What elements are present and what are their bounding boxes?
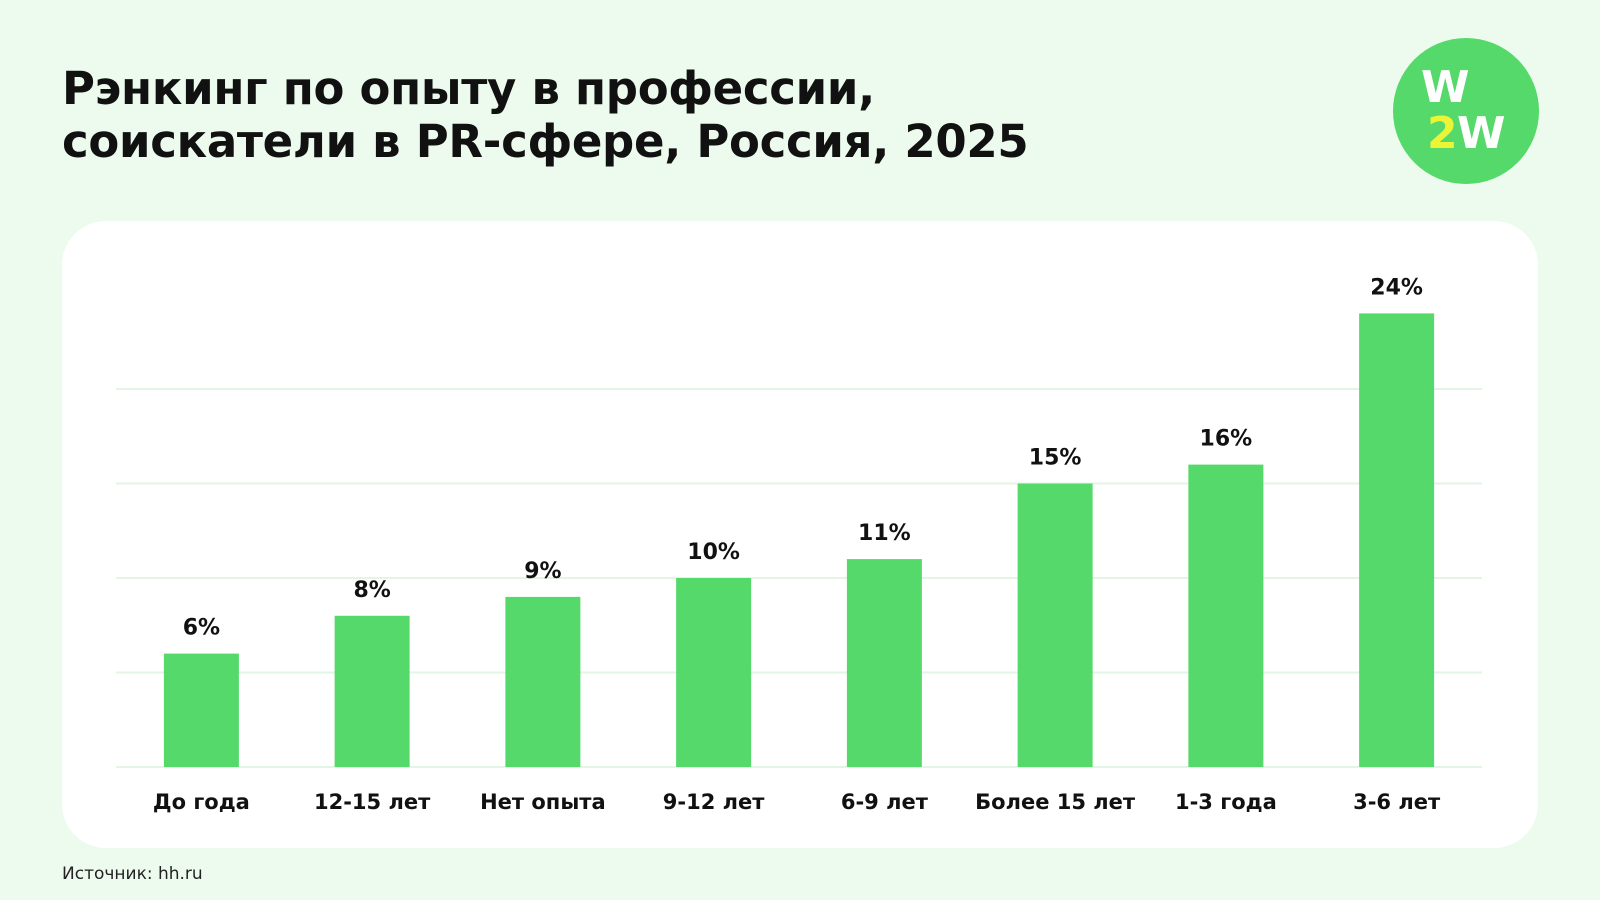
chart-title: Рэнкинг по опыту в профессии, соискатели… [62, 62, 1262, 168]
bars [163, 313, 1435, 767]
category-label-5: Более 15 лет [975, 790, 1136, 814]
value-label-6: 16% [1200, 427, 1253, 452]
value-label-1: 8% [353, 578, 390, 603]
data-labels: 6% 8% 9% 10% 11% 15% 16% 24% [183, 275, 1423, 640]
category-label-4: 6-9 лет [841, 790, 929, 814]
bar-6 [1188, 464, 1264, 767]
category-label-2: Нет опыта [480, 790, 606, 814]
bar-1 [334, 615, 410, 767]
value-label-2: 9% [524, 559, 561, 584]
logo-letter-w-top: W [1421, 62, 1470, 113]
logo-letter-w-bottom: W [1457, 108, 1506, 159]
value-label-5: 15% [1029, 446, 1082, 471]
value-label-3: 10% [687, 540, 740, 565]
gridlines [116, 388, 1482, 768]
bar-3 [676, 578, 752, 767]
category-label-7: 3-6 лет [1353, 790, 1441, 814]
bar-7 [1359, 313, 1435, 767]
category-labels: До года 12-15 лет Нет опыта 9-12 лет 6-9 лет… [153, 790, 1441, 814]
title-line-2: соискатели в PR-сфере, Россия, 2025 [62, 115, 1029, 168]
title-line-1: Рэнкинг по опыту в профессии, [62, 62, 875, 115]
category-label-1: 12-15 лет [314, 790, 431, 814]
bar-4 [846, 559, 922, 767]
source-note: Источник: hh.ru [62, 864, 203, 884]
category-label-0: До года [153, 790, 250, 814]
category-label-6: 1-3 года [1175, 790, 1277, 814]
value-label-7: 24% [1370, 275, 1423, 300]
bar-5 [1017, 483, 1093, 767]
logo-digit-2: 2 [1427, 108, 1458, 159]
bar-0 [163, 653, 239, 767]
bar-chart: 6% 8% 9% 10% 11% 15% 16% 24% До года 12-15 лет Не… [116, 275, 1482, 814]
value-label-0: 6% [183, 616, 220, 641]
bar-2 [505, 596, 581, 767]
value-label-4: 11% [858, 521, 911, 546]
w2w-logo: W 2 W [1393, 38, 1539, 184]
chart-card: 6% 8% 9% 10% 11% 15% 16% 24% До года 12-15 лет Не… [62, 221, 1538, 848]
category-label-3: 9-12 лет [663, 790, 765, 814]
